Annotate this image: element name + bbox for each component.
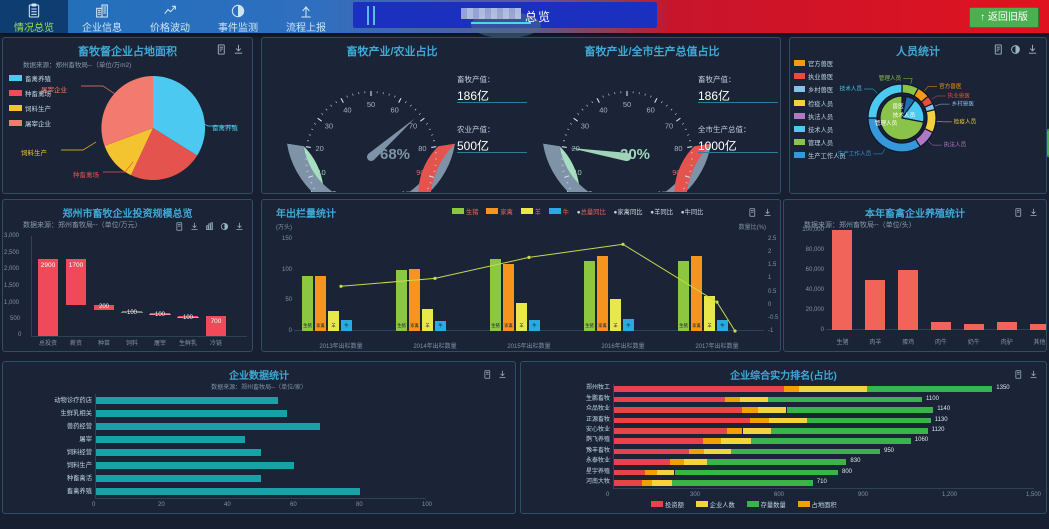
svg-text:30: 30: [581, 121, 589, 130]
svg-text:执业兽医: 执业兽医: [948, 91, 971, 99]
svg-text:100: 100: [402, 189, 415, 192]
svg-text:70: 70: [665, 121, 673, 130]
svg-text:100: 100: [658, 189, 671, 192]
svg-text:0: 0: [332, 189, 336, 192]
svg-text:10: 10: [573, 168, 581, 177]
svg-text:20: 20: [315, 144, 323, 153]
svg-text:60: 60: [646, 106, 654, 115]
svg-text:0: 0: [588, 189, 592, 192]
svg-text:技术人员: 技术人员: [840, 84, 863, 92]
svg-text:50: 50: [623, 100, 631, 109]
svg-text:乡村兽医: 乡村兽医: [952, 100, 975, 108]
svg-text:检疫人员: 检疫人员: [954, 117, 977, 125]
svg-text:80: 80: [418, 144, 426, 153]
svg-text:生产工作人员: 生产工作人员: [838, 149, 872, 157]
svg-text:90: 90: [416, 168, 424, 177]
svg-text:40: 40: [599, 106, 607, 115]
svg-text:管理人员: 管理人员: [879, 74, 902, 82]
svg-text:50: 50: [367, 100, 375, 109]
svg-text:技术人员: 技术人员: [893, 111, 916, 119]
svg-text:60: 60: [390, 106, 398, 115]
svg-text:40: 40: [343, 106, 351, 115]
svg-text:10: 10: [317, 168, 325, 177]
svg-text:30: 30: [325, 121, 333, 130]
svg-text:兽医: 兽医: [892, 102, 904, 110]
svg-text:管理人员: 管理人员: [875, 119, 898, 127]
svg-text:90: 90: [672, 168, 680, 177]
svg-text:80: 80: [674, 144, 682, 153]
svg-text:执法人员: 执法人员: [944, 141, 967, 149]
svg-text:官方兽医: 官方兽医: [939, 82, 962, 90]
